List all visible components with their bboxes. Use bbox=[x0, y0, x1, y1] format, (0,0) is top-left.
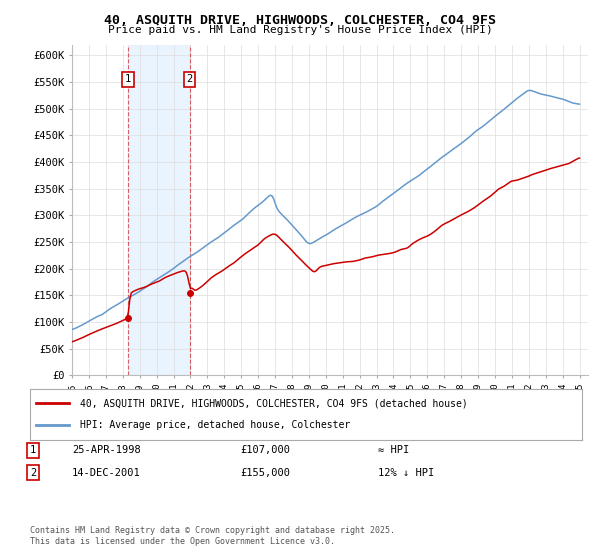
Text: 1: 1 bbox=[125, 74, 131, 85]
Text: 1: 1 bbox=[30, 445, 36, 455]
Text: 14-DEC-2001: 14-DEC-2001 bbox=[72, 468, 141, 478]
Text: ≈ HPI: ≈ HPI bbox=[378, 445, 409, 455]
Text: £155,000: £155,000 bbox=[240, 468, 290, 478]
Text: 2: 2 bbox=[187, 74, 193, 85]
Text: 2: 2 bbox=[30, 468, 36, 478]
Text: 12% ↓ HPI: 12% ↓ HPI bbox=[378, 468, 434, 478]
Text: 40, ASQUITH DRIVE, HIGHWOODS, COLCHESTER, CO4 9FS: 40, ASQUITH DRIVE, HIGHWOODS, COLCHESTER… bbox=[104, 14, 496, 27]
Text: £107,000: £107,000 bbox=[240, 445, 290, 455]
Text: 25-APR-1998: 25-APR-1998 bbox=[72, 445, 141, 455]
Text: Price paid vs. HM Land Registry's House Price Index (HPI): Price paid vs. HM Land Registry's House … bbox=[107, 25, 493, 35]
Text: 40, ASQUITH DRIVE, HIGHWOODS, COLCHESTER, CO4 9FS (detached house): 40, ASQUITH DRIVE, HIGHWOODS, COLCHESTER… bbox=[80, 398, 467, 408]
Text: HPI: Average price, detached house, Colchester: HPI: Average price, detached house, Colc… bbox=[80, 421, 350, 431]
Bar bbox=[128, 45, 190, 375]
Text: Contains HM Land Registry data © Crown copyright and database right 2025.
This d: Contains HM Land Registry data © Crown c… bbox=[30, 526, 395, 546]
